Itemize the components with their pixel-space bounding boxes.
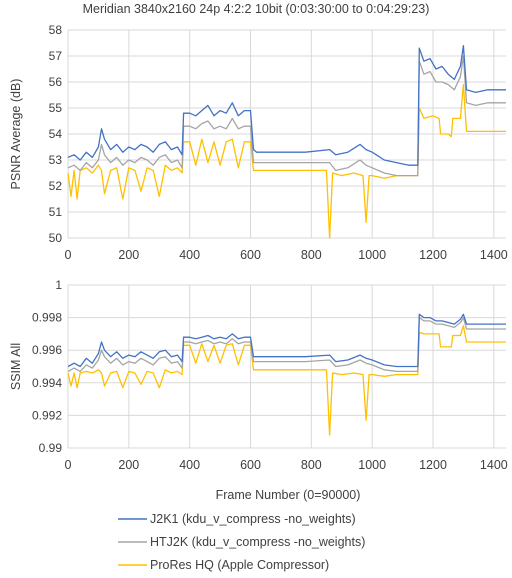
y-tick-label: 0.994 bbox=[32, 376, 62, 390]
legend-label-htj2k: HTJ2K (kdu_v_compress -no_weights) bbox=[150, 535, 365, 549]
y-tick-label: 56 bbox=[49, 75, 63, 89]
legend-label-prores: ProRes HQ (Apple Compressor) bbox=[150, 558, 329, 572]
y-tick-label: 0.992 bbox=[32, 408, 62, 422]
y-tick-label: 50 bbox=[49, 231, 63, 245]
x-tick-label: 1400 bbox=[480, 248, 508, 262]
series-line-prores bbox=[67, 83, 506, 239]
y-axis-label: PSNR Average (dB) bbox=[9, 79, 23, 190]
y-axis-label: SSIM All bbox=[9, 343, 23, 390]
x-tick-label: 400 bbox=[179, 248, 200, 262]
series-line-htj2k bbox=[67, 316, 506, 373]
psnr-panel: 50 51 52 53 54 55 56 57 58 0 200 400 600 800 1000 1200 1… bbox=[9, 23, 508, 262]
y-tick-label: 52 bbox=[49, 179, 63, 193]
x-tick-label: 800 bbox=[301, 248, 322, 262]
y-tick-label: 51 bbox=[49, 205, 63, 219]
x-tick-label: 800 bbox=[301, 458, 322, 472]
x-tick-label: 600 bbox=[240, 458, 261, 472]
y-tick-label: 55 bbox=[49, 101, 63, 115]
y-tick-label: 0.998 bbox=[32, 311, 62, 325]
legend: J2K1 (kdu_v_compress -no_weights) HTJ2K (… bbox=[118, 512, 365, 572]
series-line-htj2k bbox=[67, 55, 506, 177]
x-tick-label: 600 bbox=[240, 248, 261, 262]
x-axis-label: Frame Number (0=90000) bbox=[216, 488, 361, 502]
x-tick-label: 1200 bbox=[419, 458, 447, 472]
y-tick-label: 1 bbox=[55, 278, 62, 292]
x-tick-label: 0 bbox=[65, 458, 72, 472]
x-tick-label: 1400 bbox=[480, 458, 508, 472]
x-tick-label: 1000 bbox=[358, 248, 386, 262]
series-line-j2k1 bbox=[67, 313, 506, 368]
y-tick-label: 57 bbox=[49, 49, 63, 63]
x-tick-label: 0 bbox=[65, 248, 72, 262]
series-line-j2k1 bbox=[67, 44, 506, 166]
series-line-prores bbox=[67, 325, 506, 436]
y-tick-label: 0.99 bbox=[39, 441, 63, 455]
ssim-panel: 0.99 0.992 0.994 0.996 0.998 1 0 200 400 600 800 10… bbox=[9, 278, 508, 472]
y-tick-label: 58 bbox=[49, 23, 63, 37]
x-tick-label: 200 bbox=[118, 248, 139, 262]
x-tick-label: 1000 bbox=[358, 458, 386, 472]
y-tick-label: 54 bbox=[49, 127, 63, 141]
y-tick-label: 0.996 bbox=[32, 343, 62, 357]
legend-label-j2k1: J2K1 (kdu_v_compress -no_weights) bbox=[150, 512, 356, 526]
x-tick-label: 200 bbox=[118, 458, 139, 472]
chart-title: Meridian 3840x2160 24p 4:2:2 10bit (0:03… bbox=[83, 2, 430, 16]
x-tick-label: 400 bbox=[179, 458, 200, 472]
x-tick-label: 1200 bbox=[419, 248, 447, 262]
y-tick-label: 53 bbox=[49, 153, 63, 167]
